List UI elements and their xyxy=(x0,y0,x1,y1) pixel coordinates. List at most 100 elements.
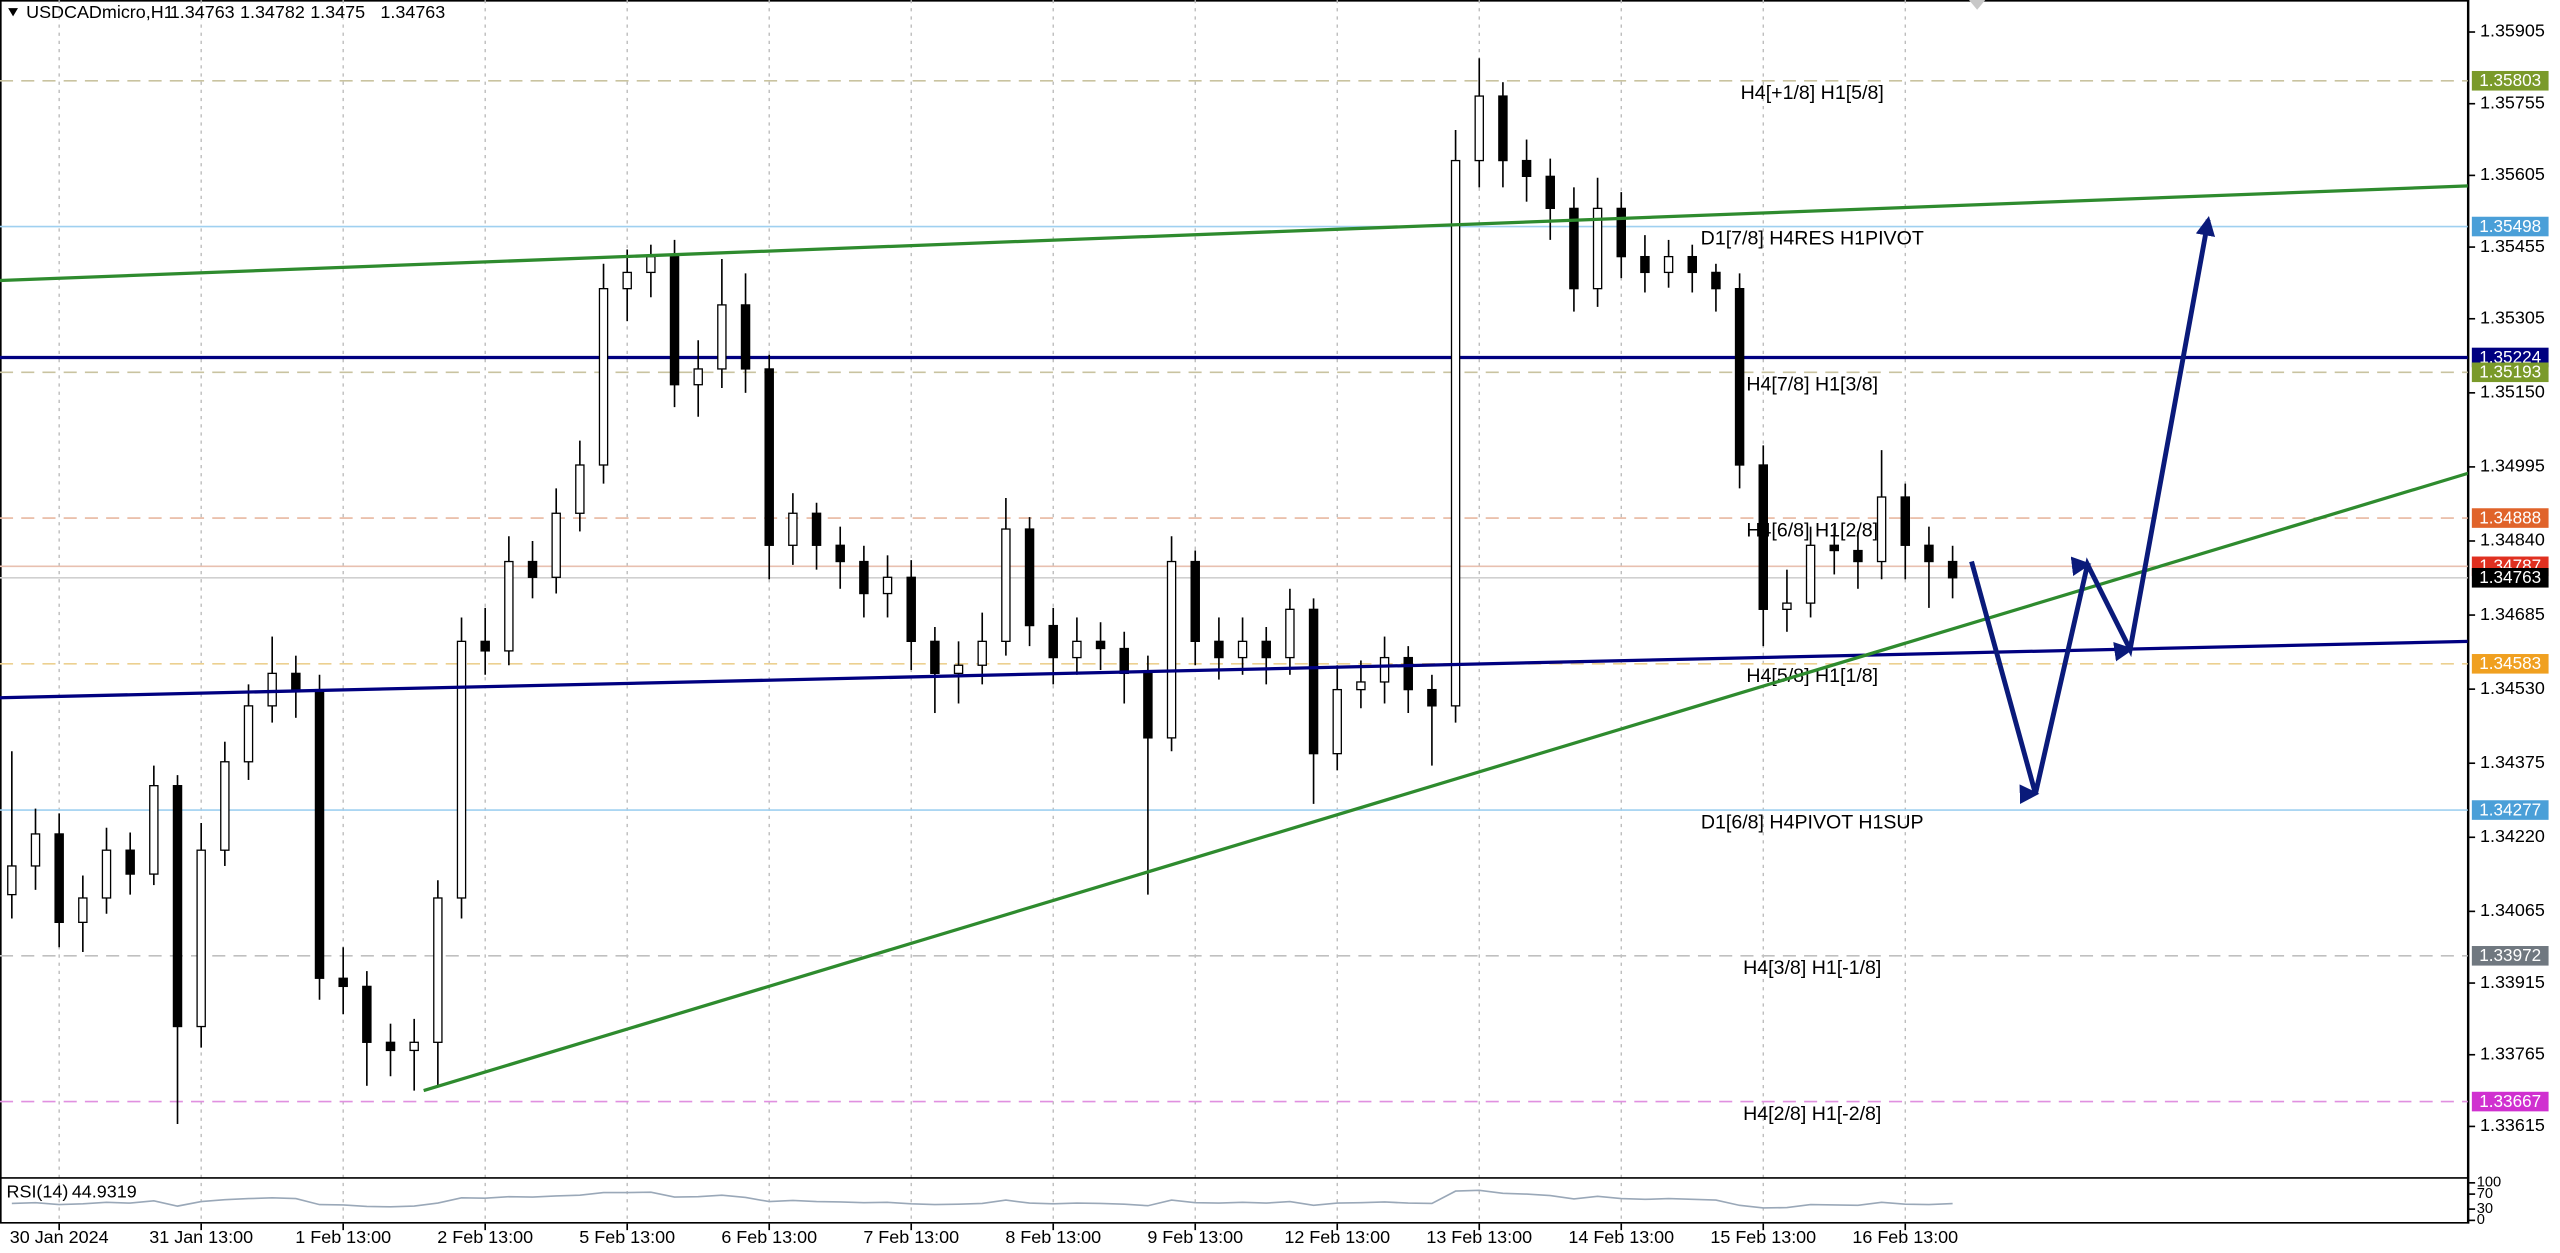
rsi-tick-label: 100 xyxy=(2477,1175,2501,1191)
candle-body xyxy=(1048,624,1058,659)
x-tick-label: 5 Feb 13:00 xyxy=(579,1227,675,1247)
y-tick-label: 1.35905 xyxy=(2480,21,2545,41)
forecast-path xyxy=(1969,215,2216,804)
y-tick-label: 1.33615 xyxy=(2480,1115,2545,1135)
y-tick-label: 1.34840 xyxy=(2480,530,2545,550)
x-tick-label: 9 Feb 13:00 xyxy=(1147,1227,1243,1247)
price-box xyxy=(2471,362,2549,383)
candle-body xyxy=(717,304,727,370)
candle-body xyxy=(1474,95,1484,162)
price-box xyxy=(2471,347,2549,368)
candle-body xyxy=(267,672,277,707)
candle-body xyxy=(433,897,443,1043)
candle-body xyxy=(811,512,822,546)
level-label: D1[7/8] H4RES H1PIVOT xyxy=(1701,228,1924,250)
candle-body xyxy=(1853,549,1863,563)
candle-body xyxy=(1332,688,1342,755)
candle-body xyxy=(693,368,703,386)
level-label: H4[7/8] H1[3/8] xyxy=(1746,374,1878,396)
candle-body xyxy=(1261,640,1271,659)
candle-body xyxy=(172,785,183,1028)
price-box xyxy=(2471,800,2549,820)
y-tick-label: 1.33915 xyxy=(2480,972,2545,992)
candle-body xyxy=(1403,656,1413,691)
candle-body xyxy=(338,977,348,988)
candle-body xyxy=(1237,640,1248,659)
candle-body xyxy=(1805,544,1816,604)
x-tick-label: 15 Feb 13:00 xyxy=(1710,1227,1816,1247)
quote-value: 1.34763 xyxy=(170,2,235,22)
level-label: H4[+1/8] H1[5/8] xyxy=(1741,82,1884,104)
candle-body xyxy=(456,640,467,899)
candle-body xyxy=(101,849,112,899)
candle-body xyxy=(1521,159,1532,177)
candle-body xyxy=(669,255,680,386)
candle-body xyxy=(622,271,632,290)
candle-body xyxy=(1711,271,1721,290)
rsi-tick-label: 30 xyxy=(2477,1201,2493,1217)
price-box xyxy=(2471,567,2549,588)
y-tick-label: 1.34530 xyxy=(2480,678,2545,698)
rsi-label: RSI(14) xyxy=(7,1181,69,1201)
y-tick-label: 1.35150 xyxy=(2480,382,2545,402)
candle-body xyxy=(1876,496,1887,563)
x-tick-label: 2 Feb 13:00 xyxy=(437,1227,533,1247)
level-label: H4[3/8] H1[-1/8] xyxy=(1743,957,1881,979)
candle-body xyxy=(1190,560,1200,642)
candle-body xyxy=(1379,656,1390,683)
rsi-value: 44.9319 xyxy=(72,1181,137,1201)
level-label: H4[2/8] H1[-2/8] xyxy=(1743,1103,1881,1125)
price-box xyxy=(2471,216,2549,237)
candle-body xyxy=(1829,544,1840,552)
y-tick-label: 1.35305 xyxy=(2480,308,2545,328)
candle-body xyxy=(882,576,893,595)
y-tick-label: 1.34685 xyxy=(2480,604,2545,624)
x-tick-label: 30 Jan 2024 xyxy=(10,1227,109,1247)
candle-body xyxy=(480,640,490,652)
candle-body xyxy=(646,255,656,274)
price-box-label: 1.33972 xyxy=(2479,945,2541,965)
candle-body xyxy=(1734,288,1745,466)
price-box-label: 1.35193 xyxy=(2479,362,2541,382)
price-box xyxy=(2471,946,2549,966)
candle-body xyxy=(740,304,751,370)
candle-body xyxy=(1166,560,1177,739)
candle-body xyxy=(788,512,798,546)
candle-body xyxy=(1758,464,1768,610)
candle-body xyxy=(243,705,254,763)
level-label: H4[6/8] H1[2/8] xyxy=(1746,519,1878,541)
candle-body xyxy=(1616,207,1626,258)
candle-body xyxy=(1024,528,1035,627)
y-tick-label: 1.34065 xyxy=(2480,900,2545,920)
price-box-label: 1.35224 xyxy=(2479,347,2541,367)
quote-value: 1.3475 xyxy=(310,2,365,22)
candle-body xyxy=(1687,255,1697,274)
candle-body xyxy=(385,1041,396,1052)
candle-body xyxy=(30,833,41,867)
price-box-label: 1.35498 xyxy=(2479,216,2541,236)
rsi-tick-label: 70 xyxy=(2477,1186,2493,1202)
candle-body xyxy=(1308,608,1319,755)
x-tick-label: 7 Feb 13:00 xyxy=(863,1227,959,1247)
trendline xyxy=(0,184,2469,283)
x-tick-label: 6 Feb 13:00 xyxy=(721,1227,817,1247)
candle-body xyxy=(551,512,561,578)
candle-body xyxy=(953,664,964,675)
x-tick-label: 1 Feb 13:00 xyxy=(295,1227,391,1247)
candle-body xyxy=(1640,255,1650,274)
candle-body xyxy=(78,897,88,924)
candle-body xyxy=(54,833,64,924)
candle-body xyxy=(1450,159,1461,707)
candle-body xyxy=(291,672,301,691)
x-tick-label: 8 Feb 13:00 xyxy=(1005,1227,1101,1247)
candle-body xyxy=(1143,672,1153,739)
candle-body xyxy=(835,544,845,563)
candle-body xyxy=(125,849,135,875)
candle-body xyxy=(314,688,325,979)
y-tick-label: 1.35755 xyxy=(2480,92,2545,112)
candle-body xyxy=(196,849,206,1028)
candle-body xyxy=(1569,207,1579,290)
rsi-tick-label: 0 xyxy=(2477,1212,2485,1228)
